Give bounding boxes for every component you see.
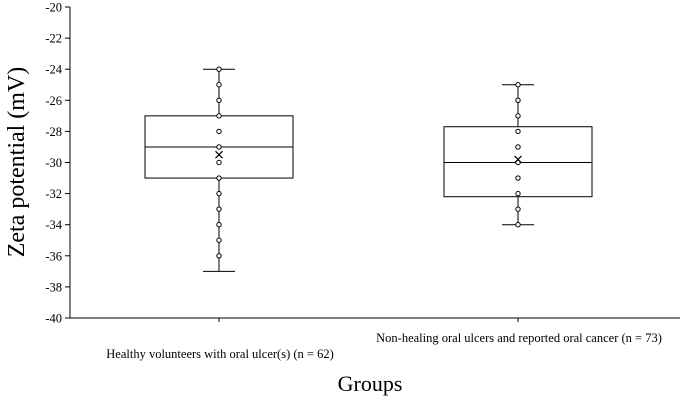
y-tick-label: -30: [45, 156, 62, 170]
data-point: [216, 175, 222, 181]
data-point: [515, 175, 521, 181]
mean-marker: [215, 150, 223, 159]
y-tick-label: -34: [45, 218, 62, 232]
data-point: [216, 66, 222, 72]
boxes: [144, 66, 593, 272]
y-tick-label: -38: [45, 280, 62, 294]
category-label-2: Non-healing oral ulcers and reported ora…: [376, 331, 662, 345]
data-point: [515, 82, 521, 88]
x-axis-label: Groups: [338, 371, 403, 396]
data-point: [216, 144, 222, 150]
data-point: [515, 190, 521, 197]
box-group-2: [443, 82, 593, 228]
data-point: [216, 82, 222, 88]
data-point: [515, 159, 521, 166]
data-point: [515, 206, 521, 212]
mean-marker: [514, 155, 522, 164]
data-point: [515, 113, 521, 119]
data-point: [216, 128, 222, 135]
y-tick-label: -32: [45, 187, 62, 201]
y-tick-label: -24: [45, 63, 62, 77]
data-point: [216, 222, 222, 228]
data-point: [515, 144, 521, 150]
y-tick-label: -20: [45, 1, 62, 15]
data-point: [216, 97, 222, 104]
axes: -40 -38 -36 -34 -32 -30 -28 -26 -24 -22 -20: [45, 1, 680, 326]
y-tick-label: -36: [45, 249, 62, 263]
category-label-1: Healthy volunteers with oral ulcer(s) (n…: [106, 347, 333, 361]
data-point: [216, 237, 222, 243]
data-point: [216, 253, 222, 259]
data-point: [216, 113, 222, 119]
data-point: [515, 97, 521, 104]
data-point: [216, 190, 222, 197]
y-tick-label: -40: [45, 312, 62, 326]
y-tick-label: -26: [45, 94, 62, 108]
data-point: [216, 159, 222, 166]
box-group-1: [144, 66, 294, 272]
data-point: [515, 128, 521, 135]
y-tick-label: -28: [45, 125, 62, 139]
data-point: [515, 222, 521, 228]
y-axis-label: Zeta potential (mV): [4, 67, 30, 258]
data-point: [216, 206, 222, 212]
y-tick-label: -22: [45, 32, 62, 46]
